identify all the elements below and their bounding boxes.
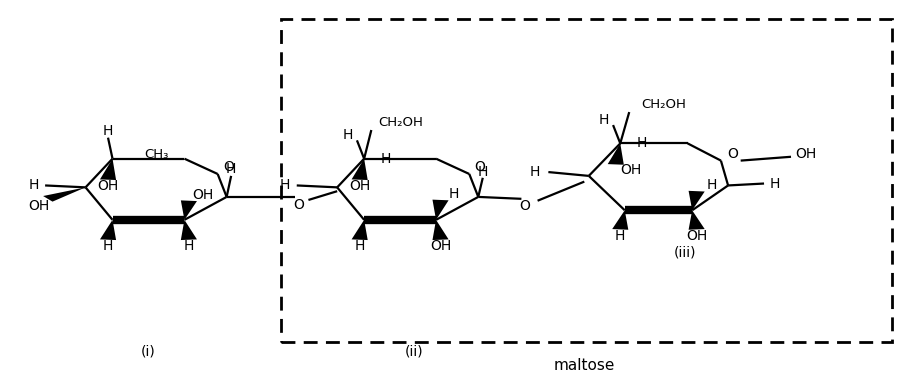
Text: H: H (280, 179, 291, 192)
Text: H: H (599, 113, 609, 127)
Text: H: H (448, 187, 459, 201)
Polygon shape (689, 191, 704, 210)
Polygon shape (100, 159, 116, 180)
Text: H: H (103, 124, 113, 138)
Polygon shape (181, 200, 197, 220)
Text: OH: OH (192, 188, 213, 202)
Text: O: O (520, 199, 530, 213)
Text: OH: OH (28, 199, 50, 213)
Text: OH: OH (686, 229, 707, 243)
Text: H: H (530, 165, 540, 179)
Text: H: H (343, 128, 353, 142)
Polygon shape (608, 144, 624, 165)
Text: H: H (183, 239, 194, 253)
Text: H: H (707, 179, 717, 192)
Polygon shape (181, 220, 197, 240)
Text: O: O (727, 147, 738, 161)
Text: OH: OH (97, 179, 118, 193)
Text: H: H (769, 177, 780, 191)
Polygon shape (613, 210, 628, 230)
Polygon shape (433, 200, 448, 220)
Text: OH: OH (349, 179, 370, 193)
Text: H: H (355, 239, 365, 253)
Text: CH₂OH: CH₂OH (641, 98, 686, 111)
Polygon shape (689, 210, 704, 230)
Text: H: H (615, 229, 625, 243)
Text: O: O (475, 160, 485, 174)
Text: OH: OH (621, 163, 642, 177)
Text: H: H (226, 162, 237, 176)
Text: H: H (478, 165, 488, 179)
Text: H: H (103, 239, 113, 253)
Text: H: H (636, 136, 646, 151)
Text: O: O (223, 160, 234, 174)
Text: H: H (381, 152, 391, 166)
Text: (i): (i) (141, 345, 156, 359)
Text: maltose: maltose (554, 358, 615, 372)
Polygon shape (433, 220, 448, 240)
Text: (iii): (iii) (674, 245, 696, 259)
Polygon shape (100, 220, 116, 240)
Polygon shape (351, 159, 368, 180)
Text: OH: OH (795, 147, 816, 161)
Polygon shape (43, 187, 85, 202)
Text: H: H (28, 179, 39, 192)
Text: CH₂OH: CH₂OH (379, 116, 424, 129)
Text: OH: OH (430, 239, 451, 253)
Text: CH₃: CH₃ (144, 148, 169, 161)
Text: O: O (293, 198, 304, 211)
Text: (ii): (ii) (404, 345, 423, 359)
Polygon shape (351, 220, 368, 240)
